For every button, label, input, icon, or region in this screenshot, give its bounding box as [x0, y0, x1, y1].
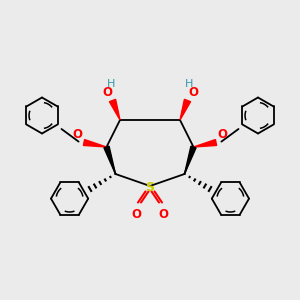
Text: O: O: [102, 86, 112, 99]
Polygon shape: [180, 99, 190, 120]
Text: O: O: [188, 86, 198, 99]
Polygon shape: [194, 140, 217, 147]
Text: S: S: [146, 181, 154, 194]
Text: H: H: [107, 79, 115, 89]
Polygon shape: [83, 140, 106, 147]
Polygon shape: [184, 146, 196, 174]
Text: H: H: [185, 79, 193, 89]
Polygon shape: [110, 99, 120, 120]
Text: O: O: [218, 128, 227, 141]
Text: O: O: [158, 208, 168, 221]
Text: O: O: [73, 128, 82, 141]
Polygon shape: [104, 146, 116, 174]
Text: O: O: [132, 208, 142, 221]
